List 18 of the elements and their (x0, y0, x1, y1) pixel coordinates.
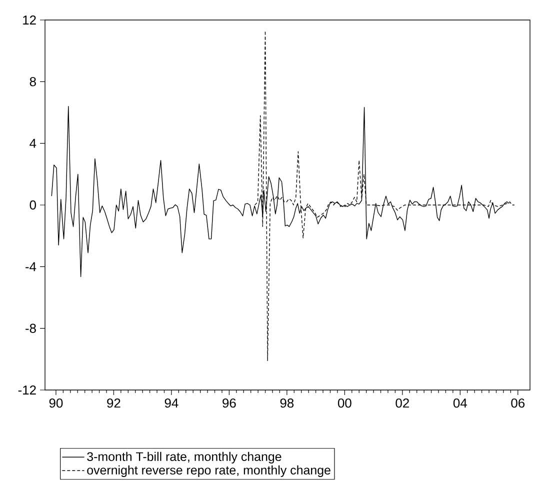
x-tick-label: 92 (107, 398, 120, 408)
y-tick-label: 0 (30, 200, 36, 210)
x-tick-label: 02 (396, 398, 409, 408)
x-tick-label: 00 (338, 398, 352, 408)
legend-label: 3-month T-bill rate, monthly change (87, 452, 282, 464)
y-tick-label: -12 (18, 385, 36, 395)
x-tick-label: 90 (49, 398, 63, 408)
y-tick-label: -4 (26, 262, 36, 272)
x-tick-label: 98 (280, 398, 294, 408)
x-tick-label: 04 (453, 398, 467, 408)
x-tick-label: 96 (222, 398, 236, 408)
x-tick-label: 94 (164, 398, 178, 408)
y-tick-label: 8 (30, 77, 36, 86)
x-tick-label: 06 (511, 398, 525, 408)
y-tick-label: -8 (26, 324, 36, 333)
y-tick-label: 4 (30, 138, 36, 148)
y-tick-label: 12 (23, 15, 36, 25)
legend-label: overnight reverse repo rate, monthly change (87, 465, 330, 477)
